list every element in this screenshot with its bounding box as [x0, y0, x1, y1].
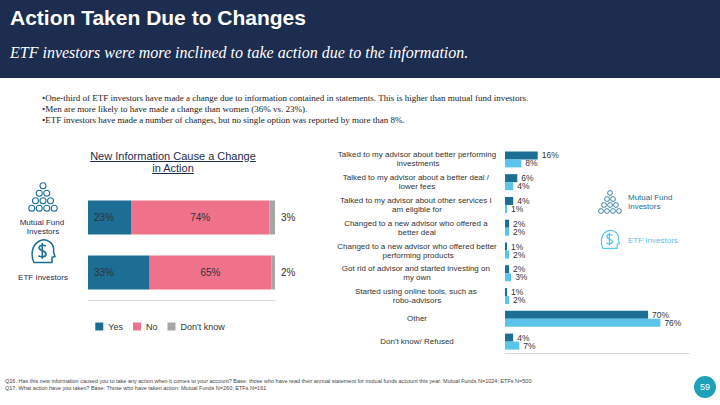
svg-text:4%: 4% [517, 181, 530, 191]
svg-text:3%: 3% [281, 212, 296, 223]
html-text:New Information Cause a Change: New Information Cause a Change in Action [90, 150, 256, 174]
svg-text:4%: 4% [517, 332, 530, 343]
svg-text:2%: 2% [513, 218, 526, 229]
svg-text:Talked to my advisor about bet: Talked to my advisor about better perfor… [338, 150, 496, 159]
svg-text:74%: 74% [190, 212, 210, 223]
svg-text:Yes: Yes [108, 322, 123, 332]
html-text:59: 59 [700, 382, 710, 392]
svg-text:6%: 6% [521, 173, 534, 184]
svg-text:No: No [146, 322, 158, 332]
svg-text:8%: 8% [525, 158, 538, 168]
svg-text:Started using online tools, su: Started using online tools, such as [355, 287, 479, 296]
html-text:•ETF investors have made a num: •ETF investors have made a number of cha… [42, 115, 405, 125]
svg-text:2%: 2% [513, 264, 526, 275]
svg-text:Don't know: Don't know [180, 322, 225, 332]
html-text:ETF Investors: ETF Investors [628, 235, 678, 245]
svg-text:ETF Investors: ETF Investors [18, 273, 68, 282]
svg-text:lower fees: lower fees [399, 182, 435, 191]
svg-text:investments: investments [395, 159, 440, 168]
svg-text:Other: Other [407, 314, 427, 323]
html-text:Mutual Fund Investors: Mutual Fund Investors [628, 193, 673, 211]
html-text:ETF investors were more inclin: ETF investors were more inclined to take… [10, 44, 469, 61]
svg-text:33%: 33% [94, 267, 114, 278]
html-text:Action Taken Due to Changes: Action Taken Due to Changes [10, 6, 306, 29]
svg-text:2%: 2% [513, 295, 526, 305]
svg-text:Investors: Investors [27, 227, 59, 236]
svg-text:Talked to my advisor about oth: Talked to my advisor about other service… [340, 196, 494, 205]
svg-text:better deal: better deal [398, 228, 436, 237]
svg-text:16%: 16% [542, 150, 559, 160]
svg-text:performing products: performing products [380, 251, 453, 260]
svg-text:Changed to a new advisor who o: Changed to a new advisor who offered a [344, 219, 490, 228]
svg-text:1%: 1% [511, 287, 524, 298]
html-text:Q16. Has this new information: Q16. Has this new information caused you… [5, 378, 532, 384]
svg-text:3%: 3% [515, 272, 528, 282]
svg-text:Got rid of advisor and started: Got rid of advisor and started investing… [342, 264, 492, 273]
svg-text:robo-advisors: robo-advisors [393, 296, 441, 305]
svg-text:76%: 76% [664, 318, 681, 328]
svg-text:70%: 70% [652, 309, 670, 320]
svg-text:am eligible for: am eligible for [392, 205, 442, 214]
svg-text:1%: 1% [511, 204, 524, 214]
svg-text:2%: 2% [513, 227, 526, 237]
svg-text:2%: 2% [281, 267, 296, 278]
svg-text:Don't know/ Refused: Don't know/ Refused [380, 337, 454, 346]
html-text:•Men are more likely to have m: •Men are more likely to have made a chan… [42, 104, 308, 114]
svg-text:2%: 2% [513, 250, 526, 260]
svg-text:my own: my own [403, 273, 431, 282]
svg-text:7%: 7% [523, 341, 536, 351]
svg-text:Changed to a new advisor who o: Changed to a new advisor who offered bet… [337, 242, 497, 251]
svg-text:65%: 65% [200, 267, 220, 278]
svg-text:Mutual Fund: Mutual Fund [20, 218, 67, 227]
svg-text:Talked to my advisor about a b: Talked to my advisor about a better deal… [343, 173, 492, 182]
html-text:Q17. What action have you take: Q17. What action have you taken? Base: T… [5, 385, 267, 391]
svg-text:1%: 1% [511, 241, 524, 252]
html-text:•One-third of ETF investors ha: •One-third of ETF investors have made a … [42, 93, 529, 103]
svg-text:4%: 4% [517, 195, 530, 206]
svg-text:23%: 23% [94, 212, 114, 223]
